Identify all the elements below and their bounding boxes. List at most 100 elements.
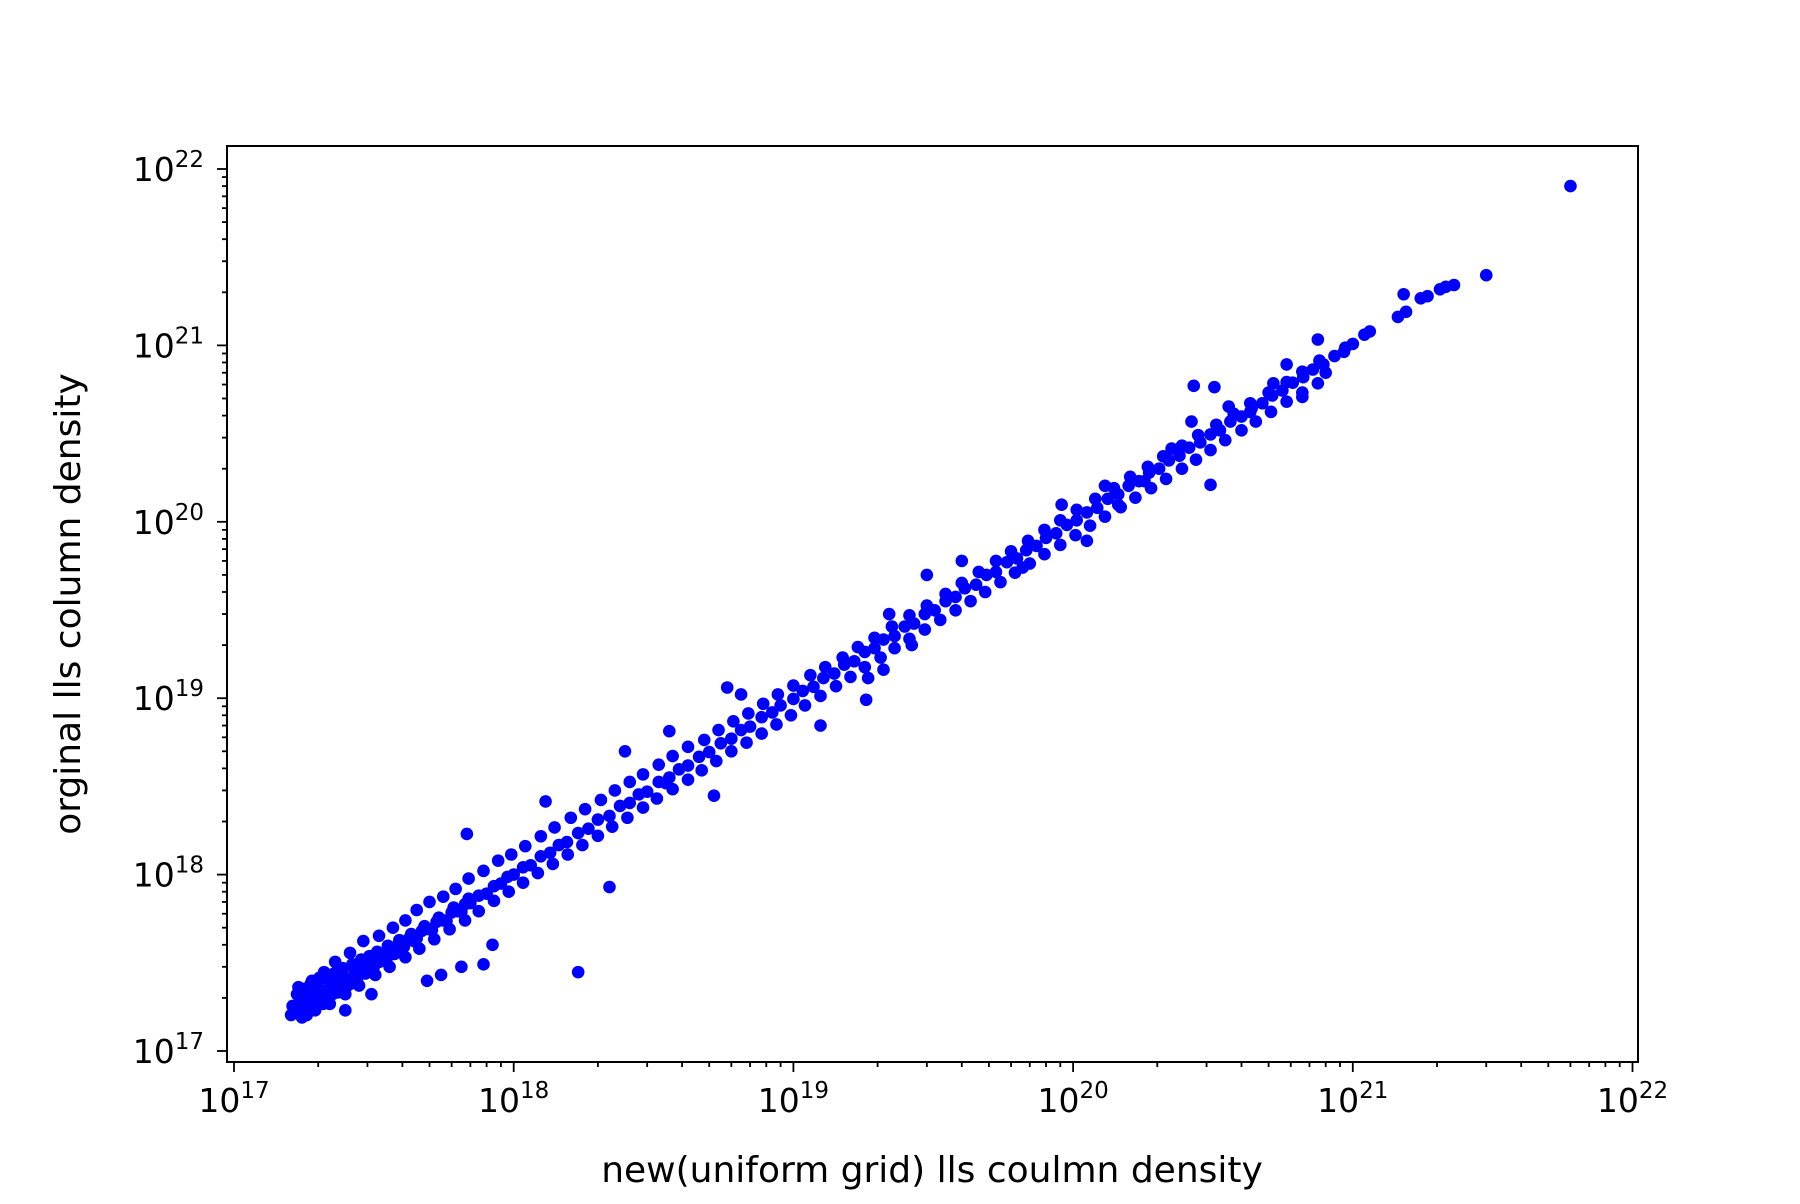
data-point	[306, 1001, 320, 1015]
data-point	[743, 720, 757, 733]
data-point	[771, 688, 785, 701]
data-point	[659, 776, 673, 790]
data-point	[603, 880, 616, 894]
data-point	[504, 848, 518, 861]
data-point	[370, 945, 384, 959]
x-tick-label: 1018	[478, 1078, 549, 1120]
x-tick-labels: 1017 1018 1019 1020 1021 1022	[198, 1078, 1668, 1120]
data-point	[548, 821, 561, 834]
data-point	[1083, 519, 1097, 533]
data-point	[1038, 523, 1051, 537]
data-point	[386, 921, 400, 934]
data-point	[829, 679, 843, 693]
data-point	[1141, 460, 1155, 474]
data-point	[1243, 396, 1257, 410]
data-point	[1296, 365, 1309, 378]
data-point	[905, 638, 919, 652]
data-point	[1019, 543, 1033, 557]
y-tick-labels: 1017 1018 1019 1020 1021 1022	[133, 147, 204, 1071]
data-point	[1280, 358, 1293, 371]
data-point	[774, 699, 787, 712]
data-point	[1080, 506, 1094, 519]
data-point	[681, 740, 695, 754]
data-point	[582, 822, 595, 836]
data-point	[859, 693, 873, 707]
data-point	[636, 801, 650, 814]
data-point	[507, 868, 520, 881]
data-point	[969, 578, 983, 591]
data-point	[920, 599, 934, 612]
data-point	[1187, 379, 1201, 393]
data-point	[784, 708, 798, 722]
data-point	[740, 736, 753, 749]
data-point	[1338, 341, 1352, 355]
data-point	[1000, 555, 1014, 569]
data-point	[621, 811, 634, 825]
data-point	[1280, 395, 1293, 408]
data-point	[434, 968, 448, 982]
data-point	[1175, 462, 1189, 476]
data-point	[844, 670, 857, 684]
data-point	[1267, 376, 1280, 390]
data-point	[1397, 287, 1410, 301]
data-point	[543, 846, 557, 860]
data-point	[1098, 510, 1112, 523]
data-point	[425, 923, 439, 937]
data-point	[798, 699, 812, 712]
data-point	[477, 958, 490, 971]
data-point	[868, 641, 881, 655]
data-point	[817, 671, 830, 685]
data-point	[564, 811, 578, 825]
data-point	[1328, 349, 1341, 363]
data-point	[1129, 491, 1142, 504]
data-point	[1313, 354, 1326, 367]
x-tick-label: 1017	[198, 1078, 269, 1120]
data-point	[455, 960, 468, 974]
data-point	[534, 829, 548, 843]
data-point	[1479, 268, 1493, 282]
data-point	[613, 799, 627, 813]
data-point	[949, 590, 962, 604]
data-point	[618, 745, 632, 758]
data-point	[477, 864, 490, 878]
data-point	[939, 587, 952, 601]
data-point	[449, 882, 462, 896]
data-point	[1038, 547, 1051, 561]
data-point	[933, 613, 947, 627]
data-point	[663, 724, 676, 738]
data-point	[709, 754, 723, 768]
data-point	[1399, 305, 1413, 319]
data-point	[903, 609, 916, 622]
data-point	[1021, 534, 1035, 548]
data-point	[388, 947, 401, 961]
data-point	[472, 904, 486, 918]
data-point	[707, 789, 721, 803]
data-point	[578, 802, 592, 816]
data-point	[594, 793, 608, 807]
data-point	[725, 732, 738, 745]
data-point	[949, 604, 962, 617]
data-point	[440, 914, 453, 928]
data-point	[725, 745, 738, 758]
data-point	[460, 827, 474, 841]
data-point	[455, 905, 468, 919]
data-point	[770, 718, 783, 731]
data-point	[1191, 428, 1205, 442]
data-point	[755, 727, 768, 740]
data-point	[1138, 474, 1151, 488]
data-point	[836, 651, 849, 664]
data-point	[397, 940, 411, 954]
data-point	[462, 872, 475, 885]
data-point	[955, 576, 969, 590]
data-point	[1111, 498, 1125, 512]
data-point	[423, 895, 436, 909]
x-tick-label: 1022	[1597, 1078, 1668, 1120]
data-point	[420, 974, 434, 988]
data-point	[650, 792, 664, 805]
data-point	[1175, 439, 1189, 453]
data-point	[608, 784, 622, 797]
data-point	[1319, 366, 1332, 380]
data-point	[989, 565, 1003, 579]
data-point	[623, 775, 637, 789]
data-point	[1098, 479, 1112, 493]
